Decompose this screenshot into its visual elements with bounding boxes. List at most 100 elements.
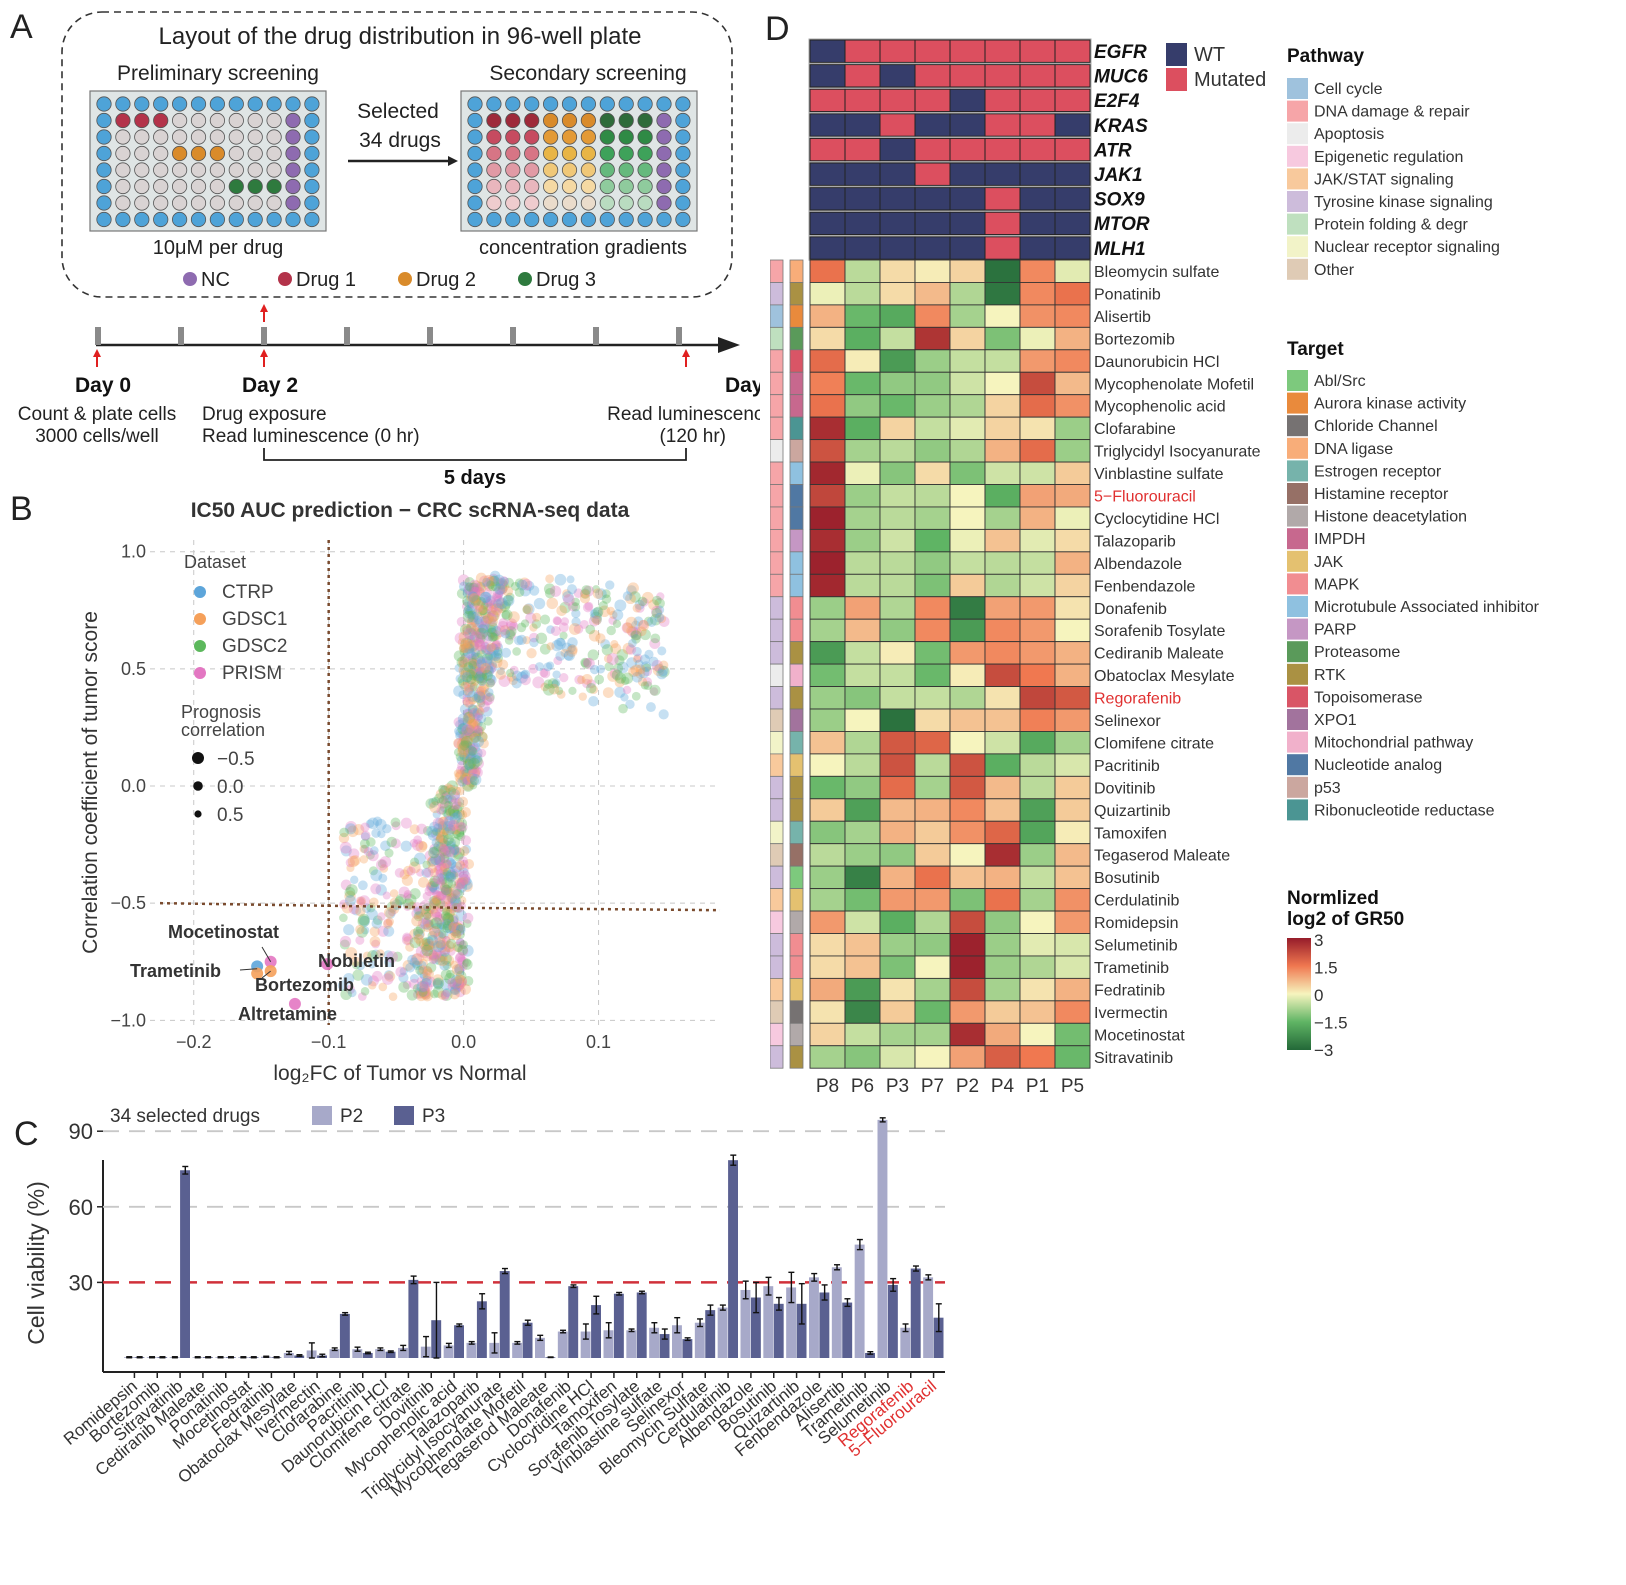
plate-well bbox=[618, 195, 634, 211]
target-annotation-cell bbox=[789, 955, 804, 979]
plate-well bbox=[656, 96, 672, 112]
data-point-gdsc2 bbox=[449, 978, 462, 990]
data-point-prism bbox=[477, 748, 487, 758]
bar-p2 bbox=[443, 1345, 454, 1358]
data-point-prism bbox=[470, 742, 479, 752]
data-point-gdsc2 bbox=[496, 578, 508, 590]
bar-p3 bbox=[728, 1160, 738, 1358]
data-point-gdsc2 bbox=[452, 804, 463, 815]
plate-well bbox=[599, 211, 615, 228]
mutation-cell bbox=[879, 162, 916, 186]
heatmap-row-label: Ivermectin bbox=[1094, 1005, 1168, 1022]
data-point-gdsc2 bbox=[531, 619, 542, 629]
heatmap-cell bbox=[879, 1045, 916, 1069]
data-point-gdsc1 bbox=[432, 894, 443, 906]
data-point-gdsc2 bbox=[467, 660, 478, 670]
heatmap-cell bbox=[879, 618, 916, 643]
mutation-cell bbox=[1019, 137, 1056, 162]
data-point-ctrp bbox=[464, 643, 475, 655]
mutation-cell bbox=[809, 162, 846, 186]
data-point-gdsc1 bbox=[637, 619, 650, 632]
data-point-gdsc2 bbox=[486, 580, 495, 590]
data-point-ctrp bbox=[482, 652, 494, 664]
data-point-prism bbox=[472, 718, 482, 727]
data-point-gdsc2 bbox=[453, 828, 465, 840]
data-point-ctrp bbox=[592, 615, 602, 625]
data-point-prism bbox=[482, 579, 492, 589]
heatmap-cell bbox=[914, 596, 951, 620]
target-legend-swatch-icon bbox=[1287, 641, 1308, 663]
data-point-gdsc2 bbox=[454, 943, 463, 953]
pathway-legend-label: Nuclear receptor signaling bbox=[1314, 239, 1500, 256]
data-point-prism bbox=[440, 940, 450, 949]
data-point-prism bbox=[452, 978, 465, 991]
data-point-gdsc1 bbox=[545, 574, 554, 584]
heatmap-cell bbox=[984, 596, 1021, 620]
data-point-gdsc1 bbox=[477, 731, 488, 742]
data-point-ctrp bbox=[464, 665, 476, 677]
target-annotation-cell bbox=[789, 282, 804, 306]
heatmap-cell bbox=[879, 663, 916, 687]
data-point-gdsc1 bbox=[437, 824, 450, 837]
data-point-prism bbox=[469, 659, 478, 668]
mutation-cell bbox=[1054, 137, 1091, 162]
pathway-annotation-cell bbox=[770, 304, 784, 328]
data-point-prism bbox=[609, 668, 621, 679]
data-point-ctrp bbox=[571, 608, 581, 619]
data-point-ctrp bbox=[472, 709, 484, 721]
data-point-ctrp bbox=[464, 628, 477, 641]
data-point-gdsc2 bbox=[436, 922, 446, 931]
plate-well bbox=[467, 162, 483, 178]
data-point-ctrp bbox=[471, 611, 480, 620]
data-point-prism bbox=[651, 659, 663, 672]
target-annotation-cell bbox=[789, 843, 804, 867]
plate-well bbox=[618, 145, 634, 162]
data-point-ctrp bbox=[421, 867, 432, 878]
data-point-gdsc2 bbox=[425, 798, 436, 809]
plate-well bbox=[561, 145, 578, 162]
data-point-gdsc2 bbox=[657, 665, 670, 678]
data-point-ctrp bbox=[529, 637, 539, 648]
heatmap-cell bbox=[879, 416, 916, 441]
data-point-gdsc2 bbox=[421, 937, 431, 947]
heatmap-cell bbox=[1054, 551, 1091, 575]
red-arrow-head-icon bbox=[260, 304, 268, 312]
data-point-prism bbox=[494, 603, 503, 612]
data-point-ctrp bbox=[566, 575, 575, 584]
data-point-prism bbox=[432, 949, 442, 959]
target-annotation-cell bbox=[789, 618, 804, 643]
data-point-gdsc1 bbox=[469, 718, 480, 730]
data-point-gdsc1 bbox=[452, 941, 464, 953]
data-point-gdsc1 bbox=[445, 807, 456, 818]
data-point-gdsc2 bbox=[520, 619, 530, 628]
target-annotation-cell bbox=[789, 820, 804, 845]
target-annotation-cell bbox=[789, 731, 804, 755]
data-point-ctrp bbox=[446, 857, 455, 866]
target-legend-label: JAK bbox=[1314, 554, 1344, 571]
data-point-ctrp bbox=[467, 583, 479, 595]
data-point-gdsc1 bbox=[560, 648, 569, 658]
heatmap-cell bbox=[984, 259, 1021, 283]
data-point-gdsc2 bbox=[594, 674, 605, 685]
data-point-ctrp bbox=[502, 595, 515, 607]
data-point-gdsc1 bbox=[460, 681, 470, 692]
bar-p3 bbox=[887, 1284, 898, 1358]
colorbar-tick-label: 1.5 bbox=[1314, 959, 1338, 978]
timeline-day-label: Day 2 bbox=[242, 374, 298, 397]
pathway-legend-swatch-icon bbox=[1287, 145, 1308, 167]
plate-well bbox=[115, 162, 131, 178]
heatmap-cell bbox=[914, 663, 951, 687]
data-point-gdsc1 bbox=[568, 623, 581, 635]
data-point-prism bbox=[459, 962, 468, 971]
data-point-prism bbox=[438, 845, 450, 856]
target-legend-swatch-icon bbox=[1287, 709, 1308, 730]
data-point-gdsc2 bbox=[474, 727, 484, 737]
data-point-prism bbox=[464, 749, 476, 761]
data-point-gdsc1 bbox=[474, 605, 486, 617]
mutation-cell bbox=[914, 162, 951, 186]
data-point-ctrp bbox=[444, 816, 456, 828]
heatmap-cell bbox=[809, 259, 846, 283]
heatmap-cell bbox=[914, 618, 951, 643]
chart-subtitle: 34 selected drugs bbox=[110, 1106, 260, 1127]
data-point-gdsc2 bbox=[439, 844, 451, 856]
